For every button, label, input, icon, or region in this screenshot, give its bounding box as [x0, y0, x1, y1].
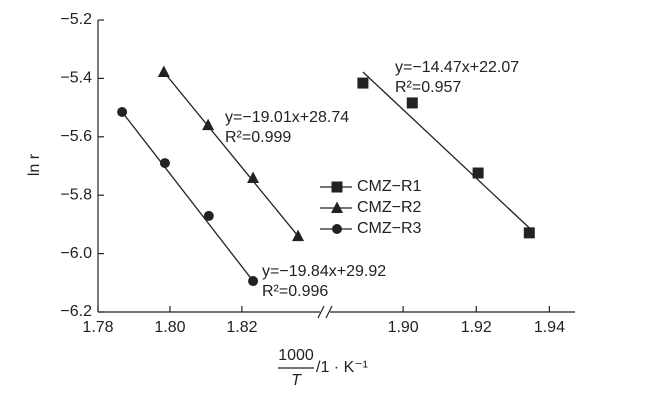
marker [472, 167, 484, 179]
x-label-unit: /1 · K⁻¹ [316, 359, 368, 376]
marker [202, 118, 215, 131]
y-axis-label: ln r [26, 153, 43, 176]
x-tick-label: 1.94 [534, 319, 565, 336]
marker [406, 97, 418, 109]
legend-label: CMZ−R2 [357, 199, 422, 216]
x-tick-label: 1.92 [461, 319, 492, 336]
fit-r2: R²=0.999 [225, 129, 291, 146]
fit-equation: y=−14.47x+22.07 [395, 59, 519, 76]
y-tick-label: −5.6 [60, 128, 92, 145]
legend-marker [331, 201, 343, 213]
x-label-numerator: 1000 [278, 347, 314, 364]
fit-equation: y=−19.01x+28.74 [225, 109, 349, 126]
legend-label: CMZ−R3 [357, 220, 422, 237]
marker [157, 65, 170, 77]
x-tick-label: 1.78 [82, 319, 113, 336]
y-tick-label: −5.4 [60, 70, 92, 87]
marker [523, 227, 535, 239]
x-label-denominator: T [291, 372, 302, 389]
marker [247, 171, 260, 183]
y-tick-label: −6.2 [60, 303, 92, 320]
marker [159, 158, 170, 169]
fit-equation: y=−19.84x+29.92 [262, 263, 386, 280]
x-tick-label: 1.82 [226, 319, 257, 336]
y-tick-label: −6.0 [60, 245, 92, 262]
x-tick-label: 1.80 [154, 319, 185, 336]
y-tick-label: −5.8 [60, 186, 92, 203]
fit-line [163, 71, 299, 237]
marker [203, 210, 214, 221]
x-tick-label: 1.90 [388, 319, 419, 336]
marker [248, 276, 259, 287]
fit-line [121, 111, 254, 282]
legend-marker [331, 181, 343, 193]
legend-label: CMZ−R1 [357, 178, 422, 195]
marker [357, 77, 369, 89]
fit-r2: R²=0.996 [262, 283, 328, 300]
y-tick-label: −5.2 [60, 11, 92, 28]
marker [117, 106, 128, 117]
legend-marker [332, 224, 342, 234]
marker [292, 229, 305, 242]
fit-r2: R²=0.957 [395, 79, 461, 96]
axis-break [317, 305, 333, 319]
fit-line [362, 71, 530, 229]
